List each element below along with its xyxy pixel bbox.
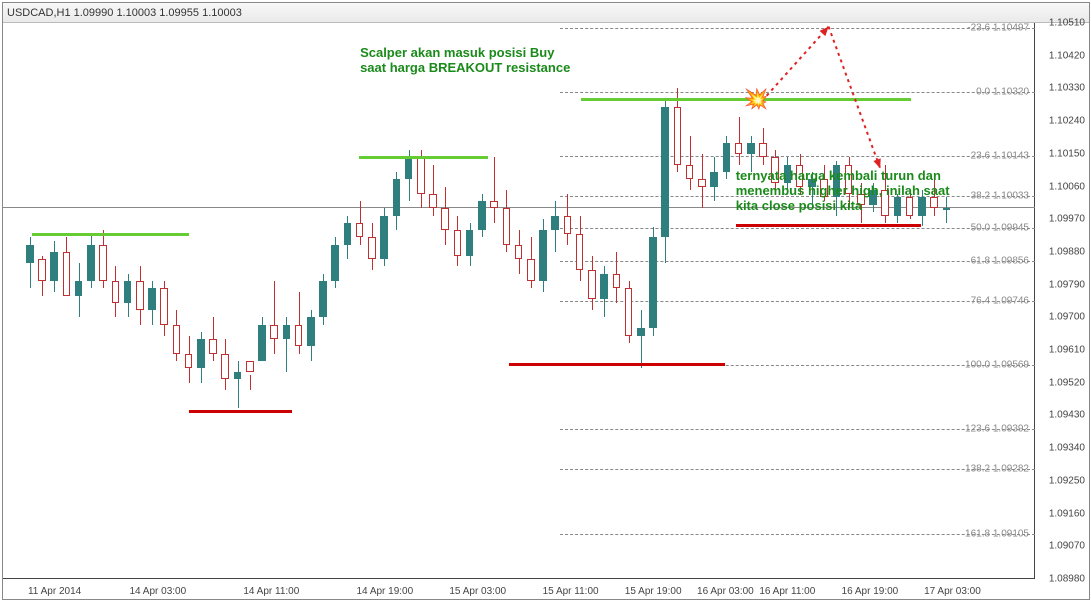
y-axis-label: 1.09340 xyxy=(1049,443,1085,454)
y-axis-label: 1.09430 xyxy=(1049,410,1085,421)
y-axis-label: 1.10150 xyxy=(1049,148,1085,159)
chart-window[interactable]: USDCAD,H1 1.09990 1.10003 1.09955 1.1000… xyxy=(2,2,1090,600)
chart-title: USDCAD,H1 1.09990 1.10003 1.09955 1.1000… xyxy=(7,7,242,19)
x-axis-label: 17 Apr 03:00 xyxy=(924,586,981,597)
y-axis-label: 1.10420 xyxy=(1049,50,1085,61)
y-axis-label: 1.09880 xyxy=(1049,246,1085,257)
y-axis-label: 1.08980 xyxy=(1049,574,1085,585)
chart-plot-area[interactable]: -23.6 1.104970.0 1.1032023.6 1.1014338.2… xyxy=(3,23,1035,579)
y-axis-label: 1.10510 xyxy=(1049,18,1085,29)
annotation-arrows xyxy=(3,23,1035,579)
x-axis-label: 16 Apr 19:00 xyxy=(842,586,899,597)
y-axis-label: 1.10240 xyxy=(1049,116,1085,127)
y-axis-label: 1.09250 xyxy=(1049,475,1085,486)
x-axis-label: 14 Apr 19:00 xyxy=(356,586,413,597)
y-axis-label: 1.09970 xyxy=(1049,214,1085,225)
y-axis: 1.089801.090701.091601.092501.093401.094… xyxy=(1034,23,1089,579)
y-axis-label: 1.09610 xyxy=(1049,345,1085,356)
y-axis-label: 1.09070 xyxy=(1049,541,1085,552)
y-axis-label: 1.10060 xyxy=(1049,181,1085,192)
x-axis-label: 14 Apr 11:00 xyxy=(243,586,299,597)
y-axis-label: 1.09160 xyxy=(1049,508,1085,519)
x-axis-label: 15 Apr 03:00 xyxy=(449,586,506,597)
x-axis-label: 15 Apr 11:00 xyxy=(543,586,599,597)
y-axis-label: 1.09520 xyxy=(1049,377,1085,388)
x-axis-label: 11 Apr 2014 xyxy=(28,586,81,597)
x-axis: 11 Apr 2014 14 Apr 03:00 14 Apr 11:00 14 Ap… xyxy=(3,578,1035,599)
x-axis-label: 15 Apr 19:00 xyxy=(625,586,682,597)
y-axis-label: 1.10330 xyxy=(1049,83,1085,94)
y-axis-label: 1.09700 xyxy=(1049,312,1085,323)
x-axis-label: 16 Apr 03:00 xyxy=(697,586,754,597)
chart-title-bar: USDCAD,H1 1.09990 1.10003 1.09955 1.1000… xyxy=(3,3,1089,23)
y-axis-label: 1.09790 xyxy=(1049,279,1085,290)
x-axis-label: 14 Apr 03:00 xyxy=(129,586,186,597)
x-axis-label: 16 Apr 11:00 xyxy=(759,586,815,597)
